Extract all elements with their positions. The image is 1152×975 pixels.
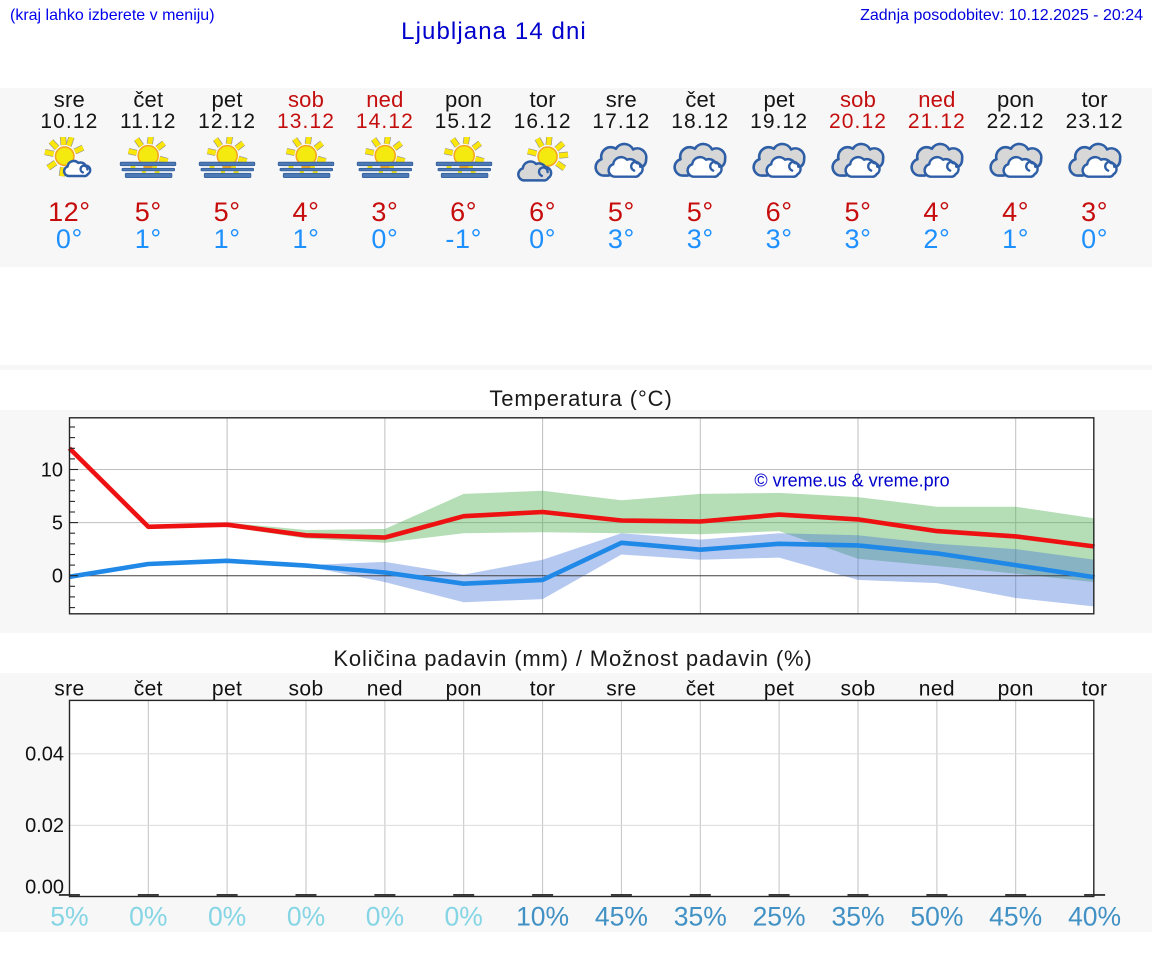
svg-text:ned: ned	[919, 678, 955, 701]
svg-text:čet: čet	[134, 678, 163, 701]
svg-text:35%: 35%	[831, 902, 884, 932]
svg-text:50%: 50%	[910, 902, 963, 932]
svg-text:35%: 35%	[674, 902, 727, 932]
svg-text:sre: sre	[606, 678, 636, 701]
svg-text:© vreme.us & vreme.pro: © vreme.us & vreme.pro	[754, 471, 949, 491]
svg-text:10%: 10%	[516, 902, 569, 932]
svg-text:0%: 0%	[129, 902, 167, 932]
svg-text:sob: sob	[840, 678, 875, 701]
svg-text:0.04: 0.04	[25, 743, 64, 765]
svg-text:45%: 45%	[989, 902, 1042, 932]
svg-text:40%: 40%	[1068, 902, 1121, 932]
svg-text:0.00: 0.00	[25, 877, 64, 899]
svg-text:5: 5	[52, 513, 63, 535]
svg-text:25%: 25%	[753, 902, 806, 932]
svg-text:0%: 0%	[287, 902, 325, 932]
svg-text:pet: pet	[212, 678, 242, 701]
svg-text:tor: tor	[530, 678, 556, 701]
svg-text:čet: čet	[686, 678, 715, 701]
svg-text:sre: sre	[54, 678, 84, 701]
svg-text:ned: ned	[367, 678, 403, 701]
svg-text:pet: pet	[764, 678, 794, 701]
svg-text:sob: sob	[288, 678, 323, 701]
svg-text:0%: 0%	[445, 902, 483, 932]
svg-text:0.02: 0.02	[25, 815, 64, 837]
svg-text:10: 10	[41, 460, 63, 482]
svg-text:0%: 0%	[366, 902, 404, 932]
svg-text:45%: 45%	[595, 902, 648, 932]
svg-text:pon: pon	[998, 678, 1034, 701]
svg-text:tor: tor	[1082, 678, 1108, 701]
svg-text:0: 0	[52, 566, 63, 588]
svg-text:5%: 5%	[50, 902, 88, 932]
svg-text:pon: pon	[446, 678, 482, 701]
svg-text:0%: 0%	[208, 902, 246, 932]
